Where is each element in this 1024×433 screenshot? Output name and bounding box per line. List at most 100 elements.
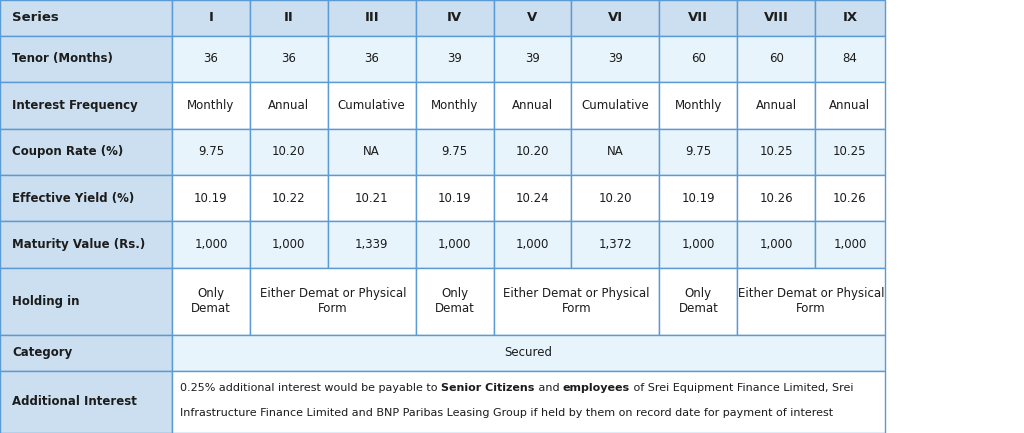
Bar <box>172 268 250 335</box>
Bar <box>416 268 494 335</box>
Text: 10.20: 10.20 <box>599 191 632 204</box>
Text: Monthly: Monthly <box>187 99 234 112</box>
Text: I: I <box>209 11 213 24</box>
Bar <box>737 175 815 221</box>
Bar <box>737 0 815 36</box>
Text: VIII: VIII <box>764 11 788 24</box>
Text: 10.26: 10.26 <box>834 191 866 204</box>
Bar <box>494 129 571 175</box>
Text: 10.25: 10.25 <box>760 145 793 158</box>
Bar <box>815 221 885 268</box>
Text: Either Demat or Physical
Form: Either Demat or Physical Form <box>503 288 650 315</box>
Bar <box>815 82 885 129</box>
Text: 10.19: 10.19 <box>682 191 715 204</box>
Bar <box>416 175 494 221</box>
Text: 39: 39 <box>525 52 540 65</box>
Text: 84: 84 <box>843 52 857 65</box>
Bar <box>250 175 328 221</box>
Text: 9.75: 9.75 <box>685 145 712 158</box>
Bar <box>571 0 659 36</box>
Text: Category: Category <box>12 346 73 359</box>
Bar <box>571 175 659 221</box>
Text: IX: IX <box>843 11 857 24</box>
Bar <box>494 0 571 36</box>
Text: and: and <box>535 383 563 393</box>
Bar <box>571 129 659 175</box>
Bar <box>815 129 885 175</box>
Bar <box>328 0 416 36</box>
Text: 0.25% additional interest would be payable to: 0.25% additional interest would be payab… <box>180 383 441 393</box>
Bar <box>0 175 172 221</box>
Text: 10.20: 10.20 <box>516 145 549 158</box>
Bar <box>328 129 416 175</box>
Bar <box>659 36 737 82</box>
Text: Additional Interest: Additional Interest <box>12 395 137 408</box>
Text: Either Demat or Physical
Form: Either Demat or Physical Form <box>259 288 407 315</box>
Text: 10.25: 10.25 <box>834 145 866 158</box>
Text: 36: 36 <box>282 52 296 65</box>
Bar <box>494 36 571 82</box>
Bar <box>416 221 494 268</box>
Bar <box>250 36 328 82</box>
Text: NA: NA <box>607 145 624 158</box>
Bar <box>737 82 815 129</box>
Bar <box>250 129 328 175</box>
Text: 10.24: 10.24 <box>516 191 549 204</box>
Bar <box>250 221 328 268</box>
Bar <box>250 82 328 129</box>
Bar <box>0 0 172 36</box>
Bar <box>659 175 737 221</box>
Bar <box>250 268 416 335</box>
Bar <box>172 36 250 82</box>
Bar <box>0 221 172 268</box>
Text: NA: NA <box>364 145 380 158</box>
Bar <box>737 268 885 335</box>
Text: II: II <box>284 11 294 24</box>
Text: Cumulative: Cumulative <box>582 99 649 112</box>
Bar <box>571 221 659 268</box>
Text: 9.75: 9.75 <box>198 145 224 158</box>
Bar <box>172 175 250 221</box>
Text: Monthly: Monthly <box>431 99 478 112</box>
Bar <box>659 82 737 129</box>
Bar <box>659 268 737 335</box>
Text: Senior Citizens: Senior Citizens <box>441 383 535 393</box>
Text: 60: 60 <box>769 52 783 65</box>
Bar <box>250 0 328 36</box>
Bar <box>815 175 885 221</box>
Bar <box>0 129 172 175</box>
Bar <box>737 129 815 175</box>
Text: 39: 39 <box>608 52 623 65</box>
Text: 9.75: 9.75 <box>441 145 468 158</box>
Text: 36: 36 <box>365 52 379 65</box>
Text: 10.26: 10.26 <box>760 191 793 204</box>
Bar <box>659 0 737 36</box>
Bar <box>737 36 815 82</box>
Bar <box>172 129 250 175</box>
Text: Series: Series <box>12 11 59 24</box>
Text: 10.22: 10.22 <box>272 191 305 204</box>
Bar <box>494 175 571 221</box>
Text: VII: VII <box>688 11 709 24</box>
Bar <box>328 221 416 268</box>
Bar <box>416 82 494 129</box>
Text: 1,000: 1,000 <box>516 238 549 251</box>
Text: Annual: Annual <box>829 99 870 112</box>
Text: III: III <box>365 11 379 24</box>
Text: Only
Demat: Only Demat <box>191 288 230 315</box>
Text: Holding in: Holding in <box>12 295 80 308</box>
Text: Either Demat or Physical
Form: Either Demat or Physical Form <box>737 288 885 315</box>
Text: Maturity Value (Rs.): Maturity Value (Rs.) <box>12 238 145 251</box>
Bar <box>172 335 885 371</box>
Text: 1,000: 1,000 <box>760 238 793 251</box>
Text: Interest Frequency: Interest Frequency <box>12 99 138 112</box>
Text: 60: 60 <box>691 52 706 65</box>
Bar <box>172 371 885 433</box>
Text: Coupon Rate (%): Coupon Rate (%) <box>12 145 124 158</box>
Bar <box>737 221 815 268</box>
Text: Only
Demat: Only Demat <box>679 288 718 315</box>
Bar <box>659 129 737 175</box>
Bar <box>416 0 494 36</box>
Text: 10.19: 10.19 <box>438 191 471 204</box>
Bar <box>815 36 885 82</box>
